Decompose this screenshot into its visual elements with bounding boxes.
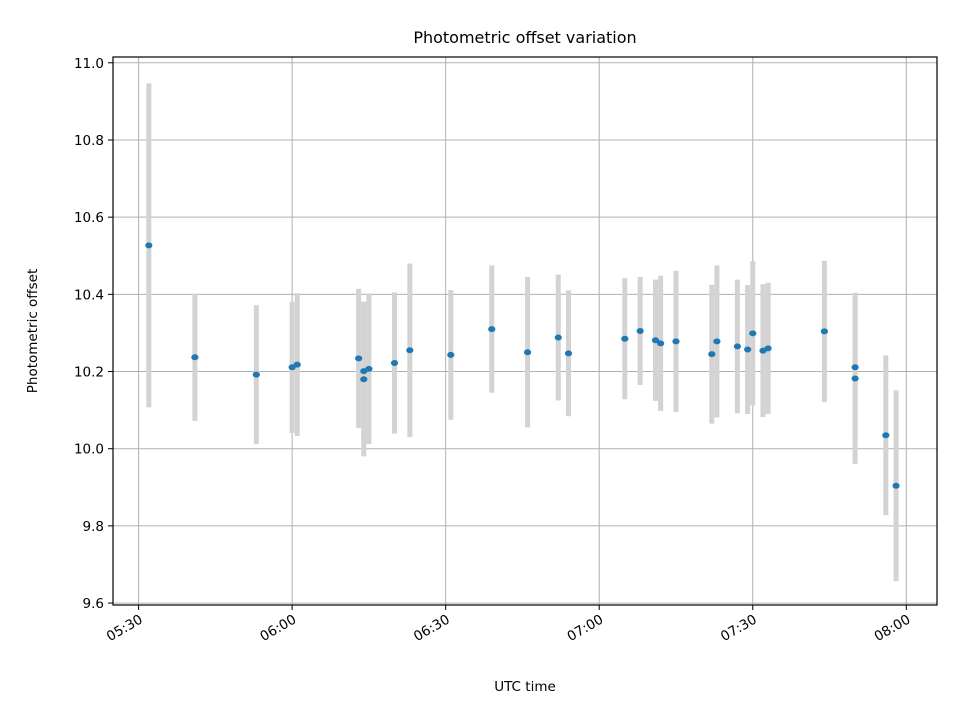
data-points	[145, 242, 900, 489]
y-tick-label: 9.6	[83, 596, 104, 612]
data-point	[488, 326, 496, 333]
y-axis-ticks: 9.6 9.8 10.0 10.2 10.4 10.6 10.8 11.0	[74, 56, 113, 612]
data-point	[360, 376, 368, 383]
data-point	[523, 349, 532, 356]
plot-frame	[112, 56, 938, 606]
data-point	[288, 364, 296, 371]
y-tick-label: 10.2	[74, 365, 104, 381]
y-tick-label: 10.4	[74, 287, 104, 303]
y-tick-label: 10.6	[74, 210, 104, 226]
data-point	[252, 371, 260, 378]
data-point	[820, 328, 829, 335]
plot-area	[113, 57, 937, 605]
data-point	[708, 351, 716, 358]
data-point	[621, 335, 629, 342]
data-point	[713, 338, 721, 345]
y-tick-label: 11.0	[74, 56, 104, 72]
data-point	[657, 340, 665, 347]
data-point	[564, 350, 573, 357]
chart-title: Photometric offset variation	[413, 28, 636, 47]
data-point	[733, 343, 741, 350]
data-point	[355, 355, 363, 362]
data-point	[554, 334, 562, 341]
data-point	[447, 351, 455, 358]
y-tick-label: 9.8	[83, 519, 104, 535]
data-point	[672, 338, 680, 345]
data-point	[365, 365, 373, 372]
data-point	[390, 360, 399, 367]
data-point	[744, 346, 752, 353]
data-point	[749, 330, 757, 337]
y-tick-label: 10.8	[74, 133, 104, 149]
data-point	[851, 364, 859, 371]
grid	[113, 57, 937, 605]
data-point	[651, 337, 660, 344]
data-point	[851, 375, 859, 382]
y-axis-label: Photometric offset	[25, 269, 41, 393]
data-point	[191, 354, 199, 361]
data-point	[145, 242, 153, 249]
data-point	[892, 482, 900, 489]
data-point	[882, 432, 890, 439]
y-tick-label: 10.0	[74, 442, 104, 458]
data-point	[764, 345, 772, 352]
data-point	[406, 347, 414, 354]
data-point	[636, 328, 644, 334]
data-point	[293, 361, 301, 368]
x-axis-label: UTC time	[494, 679, 556, 695]
